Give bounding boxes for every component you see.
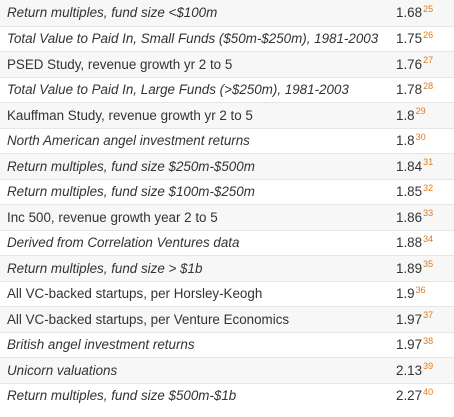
row-value: 1.76 (396, 56, 423, 72)
row-value: 1.88 (396, 235, 423, 251)
table-row: Total Value to Paid In, Small Funds ($50… (0, 25, 454, 51)
row-value: 1.78 (396, 82, 423, 98)
table-row: Inc 500, revenue growth year 2 to 5 1.863… (0, 204, 454, 230)
row-value: 1.86 (396, 209, 423, 225)
row-value: 1.97 (396, 337, 423, 353)
row-label: Return multiples, fund size <$100m (7, 5, 218, 21)
row-value: 1.97 (396, 311, 423, 327)
row-value-cell: 1.8834 (396, 233, 454, 251)
returns-table: Return multiples, fund size <$100m 1.6825… (0, 0, 454, 408)
table-row: British angel investment returns 1.9738 (0, 331, 454, 357)
row-label: Derived from Correlation Ventures data (7, 235, 240, 251)
footnote-ref-link[interactable]: 37 (423, 310, 434, 321)
row-value-cell: 2.1339 (396, 361, 454, 378)
footnote-ref-link[interactable]: 25 (423, 3, 434, 14)
row-label: Return multiples, fund size $500m-$1b (7, 388, 237, 404)
row-value-cell: 1.7828 (396, 80, 454, 98)
row-label: Return multiples, fund size $250m-$500m (7, 158, 255, 174)
row-label: British angel investment returns (7, 337, 195, 353)
table-row: Return multiples, fund size $250m-$500m 1… (0, 153, 454, 179)
row-label: All VC-backed startups, per Venture Econ… (7, 311, 290, 327)
footnote-ref-link[interactable]: 35 (423, 259, 434, 270)
row-label: Return multiples, fund size > $1b (7, 260, 203, 276)
row-value-cell: 2.2740 (396, 386, 454, 404)
footnote-ref-link[interactable]: 27 (423, 55, 434, 66)
row-value: 1.8 (396, 133, 415, 149)
row-value: 2.13 (396, 362, 423, 378)
row-value-cell: 1.6825 (396, 3, 454, 21)
table-row: Unicorn valuations 2.1339 (0, 357, 454, 383)
row-value-cell: 1.8935 (396, 259, 454, 276)
table-row: Return multiples, fund size <$100m 1.6825 (0, 0, 454, 26)
row-value: 1.85 (396, 184, 423, 200)
row-label: Inc 500, revenue growth year 2 to 5 (7, 209, 218, 225)
row-value-cell: 1.9738 (396, 335, 454, 353)
table-row: Total Value to Paid In, Large Funds (>$2… (0, 76, 454, 102)
row-value: 1.8 (396, 107, 415, 123)
row-label: North American angel investment returns (7, 133, 250, 149)
row-value: 1.68 (396, 5, 423, 21)
footnote-ref-link[interactable]: 26 (423, 29, 434, 40)
table-row: Return multiples, fund size > $1b 1.8935 (0, 255, 454, 281)
footnote-ref-link[interactable]: 32 (423, 182, 434, 193)
row-value-cell: 1.829 (396, 106, 454, 123)
footnote-ref-link[interactable]: 28 (423, 80, 434, 91)
row-label: Return multiples, fund size $100m-$250m (7, 184, 255, 200)
table-row: All VC-backed startups, per Horsley-Keog… (0, 280, 454, 306)
row-value: 1.75 (396, 31, 423, 47)
footnote-ref-link[interactable]: 33 (423, 208, 434, 219)
table-row: North American angel investment returns 1… (0, 127, 454, 153)
row-value-cell: 1.936 (396, 284, 454, 302)
row-label: Unicorn valuations (7, 362, 118, 378)
table-row: PSED Study, revenue growth yr 2 to 5 1.76… (0, 51, 454, 77)
row-value-cell: 1.7627 (396, 55, 454, 72)
row-value: 1.89 (396, 260, 423, 276)
footnote-ref-link[interactable]: 30 (415, 131, 426, 142)
row-label: Total Value to Paid In, Large Funds (>$2… (7, 82, 349, 98)
table-row: Return multiples, fund size $100m-$250m 1… (0, 178, 454, 204)
table-row: Derived from Correlation Ventures data 1.… (0, 229, 454, 255)
footnote-ref-link[interactable]: 31 (423, 157, 434, 168)
row-value: 1.84 (396, 158, 423, 174)
row-value-cell: 1.830 (396, 131, 454, 149)
footnote-ref-link[interactable]: 36 (415, 284, 426, 295)
footnote-ref-link[interactable]: 39 (423, 361, 434, 372)
table-row: Return multiples, fund size $500m-$1b 2.2… (0, 382, 454, 408)
row-value-cell: 1.9737 (396, 310, 454, 327)
row-label: PSED Study, revenue growth yr 2 to 5 (7, 56, 233, 72)
footnote-ref-link[interactable]: 29 (415, 106, 426, 117)
row-value: 2.27 (396, 388, 423, 404)
row-value-cell: 1.8633 (396, 208, 454, 225)
row-value: 1.9 (396, 286, 415, 302)
footnote-ref-link[interactable]: 40 (423, 386, 434, 397)
row-value-cell: 1.8431 (396, 157, 454, 174)
row-label: Kauffman Study, revenue growth yr 2 to 5 (7, 107, 253, 123)
footnote-ref-link[interactable]: 34 (423, 233, 434, 244)
table-row: All VC-backed startups, per Venture Econ… (0, 306, 454, 332)
table-row: Kauffman Study, revenue growth yr 2 to 5… (0, 102, 454, 128)
row-value-cell: 1.7526 (396, 29, 454, 47)
row-label: All VC-backed startups, per Horsley-Keog… (7, 286, 263, 302)
footnote-ref-link[interactable]: 38 (423, 335, 434, 346)
row-label: Total Value to Paid In, Small Funds ($50… (7, 31, 379, 47)
row-value-cell: 1.8532 (396, 182, 454, 200)
